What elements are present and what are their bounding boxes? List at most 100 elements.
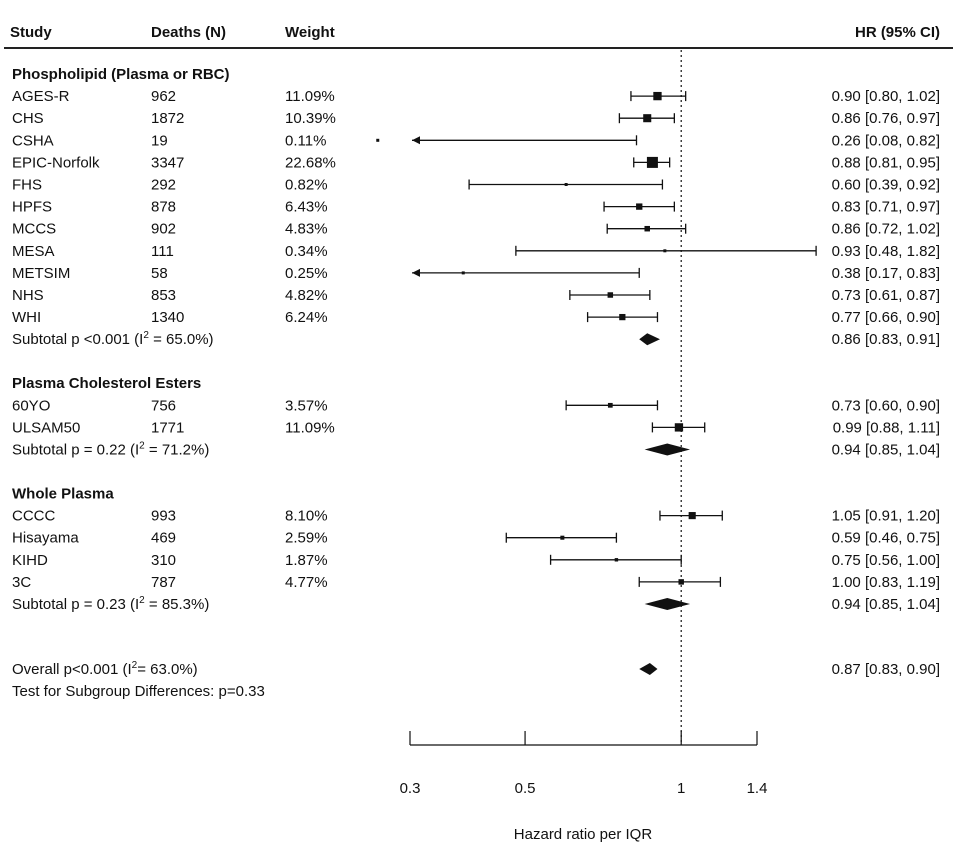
hr-ci-value: 0.60 [0.39, 0.92] xyxy=(832,177,940,194)
study-name: ULSAM50 xyxy=(12,419,80,436)
x-tick-label: 0.3 xyxy=(400,780,421,797)
weight-value: 0.34% xyxy=(285,243,328,260)
weight-value: 2.59% xyxy=(285,530,328,547)
weight-value: 6.43% xyxy=(285,199,328,216)
deaths-value: 19 xyxy=(151,132,168,149)
hr-point xyxy=(646,156,658,168)
hr-point xyxy=(663,249,667,253)
hr-ci-value: 0.88 [0.81, 0.95] xyxy=(832,154,940,171)
deaths-value: 853 xyxy=(151,287,176,304)
weight-value: 4.83% xyxy=(285,221,328,238)
hr-point xyxy=(461,271,465,275)
header-deaths: Deaths (N) xyxy=(151,24,226,41)
hr-point xyxy=(560,535,565,540)
study-name: HPFS xyxy=(12,199,52,216)
group-title: Whole Plasma xyxy=(12,486,114,503)
header-weight: Weight xyxy=(285,24,335,41)
hr-ci-value: 0.26 [0.08, 0.82] xyxy=(832,132,940,149)
study-name: CCCC xyxy=(12,508,55,525)
study-name: EPIC-Norfolk xyxy=(12,154,100,171)
x-tick-label: 1 xyxy=(677,780,685,797)
header-study: Study xyxy=(10,24,52,41)
study-name: CHS xyxy=(12,110,44,127)
hr-ci-value: 0.90 [0.80, 1.02] xyxy=(832,88,940,105)
study-name: WHI xyxy=(12,309,41,326)
x-axis-title: Hazard ratio per IQR xyxy=(514,826,653,843)
deaths-value: 902 xyxy=(151,221,176,238)
deaths-value: 111 xyxy=(151,243,174,260)
deaths-value: 878 xyxy=(151,199,176,216)
ci-arrow xyxy=(412,136,420,145)
hr-point xyxy=(607,402,613,408)
deaths-value: 962 xyxy=(151,88,176,105)
weight-value: 0.82% xyxy=(285,177,328,194)
hr-ci-value: 0.38 [0.17, 0.83] xyxy=(832,265,940,282)
hr-ci-value: 0.93 [0.48, 1.82] xyxy=(832,243,940,260)
group-title: Plasma Cholesterol Esters xyxy=(12,375,201,392)
hr-ci-value: 0.59 [0.46, 0.75] xyxy=(832,530,940,547)
hr-point xyxy=(644,225,650,232)
subtotal-hr-ci: 0.94 [0.85, 1.04] xyxy=(832,442,940,459)
subtotal-hr-ci: 0.94 [0.85, 1.04] xyxy=(832,596,940,613)
study-name: 3C xyxy=(12,574,31,591)
weight-value: 1.87% xyxy=(285,552,328,569)
subtotal-diamond xyxy=(644,443,691,456)
plot-marks xyxy=(376,91,817,675)
deaths-value: 469 xyxy=(151,530,176,547)
deaths-value: 756 xyxy=(151,397,176,414)
hr-point xyxy=(643,114,652,123)
deaths-value: 787 xyxy=(151,574,176,591)
weight-value: 0.25% xyxy=(285,265,328,282)
weight-value: 11.09% xyxy=(285,419,335,436)
subtotal-label: Subtotal p <0.001 (I2 = 65.0%) xyxy=(12,330,214,348)
x-tick-label: 1.4 xyxy=(747,780,768,797)
deaths-value: 310 xyxy=(151,552,176,569)
study-name: Hisayama xyxy=(12,530,79,547)
hr-point xyxy=(614,558,619,562)
weight-value: 22.68% xyxy=(285,154,336,171)
hr-point xyxy=(674,423,684,432)
hr-point xyxy=(564,183,568,186)
study-rows: Phospholipid (Plasma or RBC) AGES-R 962 11.… xyxy=(12,66,940,700)
deaths-value: 1872 xyxy=(151,110,184,127)
hr-ci-value: 0.86 [0.76, 0.97] xyxy=(832,110,940,127)
deaths-value: 1340 xyxy=(151,309,184,326)
subgroup-test: Test for Subgroup Differences: p=0.33 xyxy=(12,683,265,700)
hr-point xyxy=(607,292,614,298)
study-name: NHS xyxy=(12,287,44,304)
hr-point xyxy=(653,91,662,101)
weight-value: 0.11% xyxy=(285,132,326,149)
ci-arrow xyxy=(412,268,420,277)
hr-point xyxy=(636,203,643,210)
hr-ci-value: 1.05 [0.91, 1.20] xyxy=(832,508,940,525)
subtotal-diamond xyxy=(644,598,691,610)
deaths-value: 58 xyxy=(151,265,168,282)
hr-ci-value: 0.77 [0.66, 0.90] xyxy=(832,309,940,326)
hr-ci-value: 1.00 [0.83, 1.19] xyxy=(832,574,940,591)
hr-ci-value: 0.86 [0.72, 1.02] xyxy=(832,221,940,238)
study-name: MESA xyxy=(12,243,55,260)
subtotal-label: Subtotal p = 0.23 (I2 = 85.3%) xyxy=(12,595,209,613)
x-tick-label: 0.5 xyxy=(515,780,536,797)
deaths-value: 993 xyxy=(151,508,176,525)
hr-point xyxy=(688,512,696,520)
study-name: FHS xyxy=(12,177,42,194)
subtotal-label: Subtotal p = 0.22 (I2 = 71.2%) xyxy=(12,441,209,459)
x-axis: 0.3 0.5 1 1.4 Hazard ratio per IQR xyxy=(400,50,768,843)
hr-ci-value: 0.99 [0.88, 1.11] xyxy=(833,419,940,436)
weight-value: 4.77% xyxy=(285,574,328,591)
weight-value: 8.10% xyxy=(285,508,328,525)
hr-point xyxy=(376,138,380,142)
hr-ci-value: 0.73 [0.60, 0.90] xyxy=(832,397,940,414)
overall-hr-ci: 0.87 [0.83, 0.90] xyxy=(832,661,940,678)
header-hr-ci: HR (95% CI) xyxy=(855,24,940,41)
study-name: AGES-R xyxy=(12,88,70,105)
weight-value: 4.82% xyxy=(285,287,328,304)
study-name: MCCS xyxy=(12,221,56,238)
study-name: CSHA xyxy=(12,132,54,149)
deaths-value: 292 xyxy=(151,177,176,194)
hr-point xyxy=(619,313,626,321)
overall-diamond xyxy=(639,663,658,675)
study-name: METSIM xyxy=(12,265,70,282)
